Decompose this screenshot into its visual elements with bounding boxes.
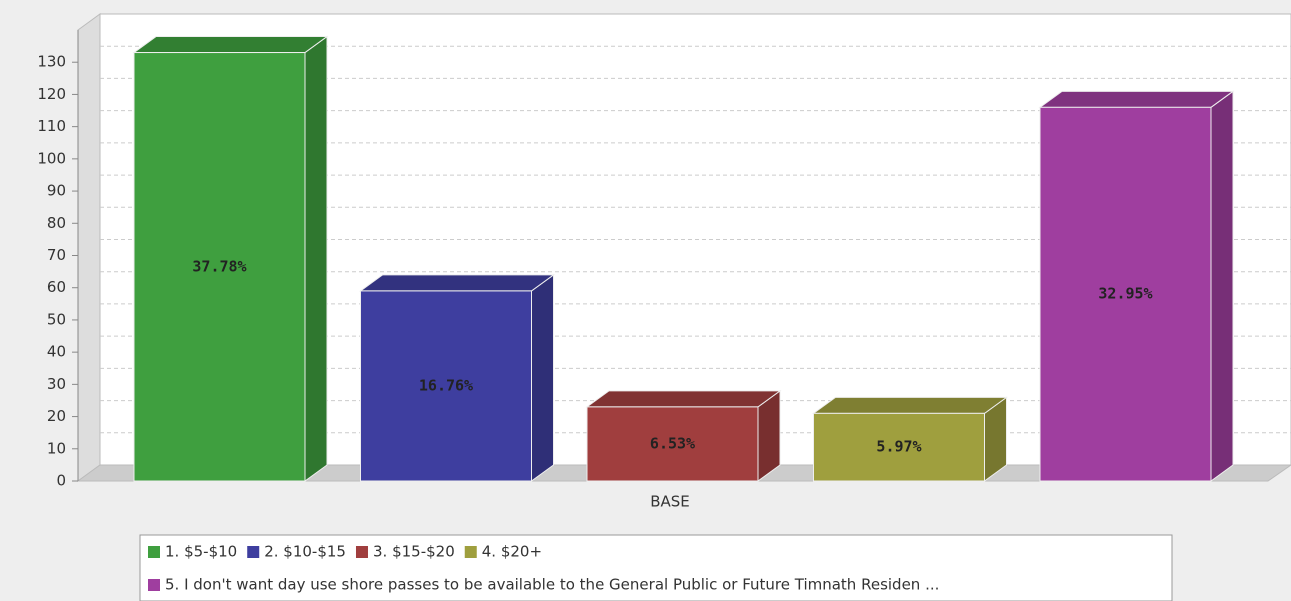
bar-side — [304, 35, 328, 482]
legend-label: 2. $10-$15 — [264, 543, 346, 561]
legend-label: 3. $15-$20 — [373, 543, 455, 561]
data-label: 37.78% — [192, 257, 246, 275]
x-tick-label: BASE — [650, 493, 690, 511]
bar-front — [1039, 106, 1212, 482]
legend-swatch — [464, 546, 477, 558]
bar-top — [1038, 90, 1235, 108]
y-tick-label: 30 — [47, 375, 66, 393]
bar — [1038, 90, 1235, 482]
bar-front — [133, 52, 306, 482]
y-tick-label: 110 — [37, 117, 66, 135]
data-label: 6.53% — [650, 434, 695, 452]
bar — [358, 273, 556, 482]
y-tick-label: 130 — [37, 53, 66, 71]
bar — [585, 389, 782, 482]
bar — [132, 35, 329, 482]
y-tick-label: 120 — [37, 85, 66, 103]
bar-top — [358, 274, 556, 292]
legend-label: 1. $5-$10 — [165, 543, 237, 561]
y-tick-label: 60 — [47, 278, 66, 296]
data-label: 16.76% — [419, 376, 473, 394]
legend-swatch — [148, 546, 160, 558]
y-tick-label: 10 — [47, 439, 66, 457]
y-tick-label: 90 — [47, 182, 66, 200]
data-label: 32.95% — [1098, 285, 1152, 303]
bar-top — [585, 390, 782, 408]
y-tick-label: 80 — [47, 214, 66, 232]
y-tick-label: 20 — [47, 407, 66, 425]
y-tick-label: 50 — [47, 310, 66, 328]
legend-swatch — [247, 546, 260, 558]
legend-label: 5. I don't want day use shore passes to … — [165, 576, 939, 594]
bar-side — [531, 273, 554, 482]
bar — [811, 396, 1009, 482]
left-wall — [77, 13, 101, 482]
data-label: 5.97% — [876, 438, 921, 456]
legend-swatch — [355, 546, 368, 558]
y-tick-label: 40 — [47, 343, 66, 361]
bar-front — [586, 406, 759, 482]
legend — [139, 534, 1173, 601]
bar-side — [1210, 90, 1234, 482]
bar-front — [813, 412, 985, 482]
bar-top — [811, 396, 1009, 414]
y-tick-label: 70 — [47, 246, 66, 264]
legend-label: 4. $20+ — [482, 543, 542, 561]
legend-swatch — [148, 579, 160, 591]
y-tick-label: 0 — [56, 472, 66, 490]
bar-front — [360, 290, 532, 482]
y-tick-label: 100 — [37, 149, 66, 167]
bar-top — [132, 36, 329, 54]
